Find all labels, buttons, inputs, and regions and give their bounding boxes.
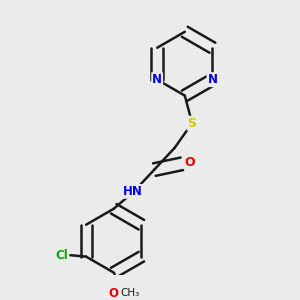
Text: N: N — [208, 73, 218, 86]
Text: O: O — [109, 287, 119, 300]
Text: S: S — [188, 117, 196, 130]
Text: CH₃: CH₃ — [120, 289, 139, 298]
Text: HN: HN — [123, 185, 142, 198]
Text: Cl: Cl — [56, 249, 68, 262]
Text: N: N — [152, 73, 162, 86]
Text: O: O — [185, 156, 195, 169]
